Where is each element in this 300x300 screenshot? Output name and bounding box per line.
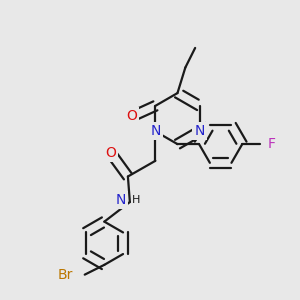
Text: O: O — [105, 146, 116, 160]
Text: F: F — [268, 137, 276, 151]
Text: N: N — [194, 124, 205, 138]
Text: N: N — [150, 124, 161, 138]
Text: Br: Br — [58, 268, 73, 282]
Text: H: H — [132, 195, 140, 205]
Text: N: N — [116, 193, 126, 207]
Text: O: O — [126, 109, 137, 123]
